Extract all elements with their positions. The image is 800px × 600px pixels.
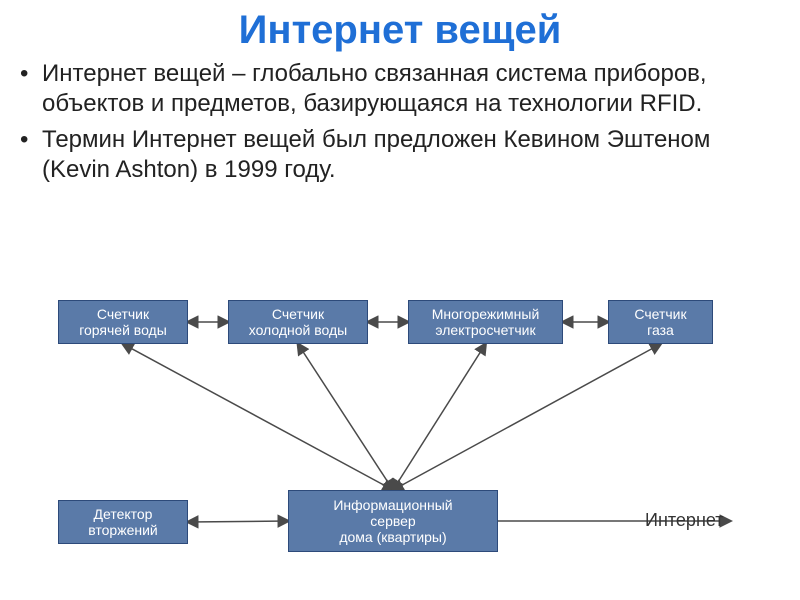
page-title: Интернет вещей: [0, 0, 800, 53]
node-cold-water-meter: Счетчикхолодной воды: [228, 300, 368, 344]
bullet-item: Термин Интернет вещей был предложен Кеви…: [42, 125, 772, 185]
node-gas-meter: Счетчикгаза: [608, 300, 713, 344]
node-intrusion-detector: Детекторвторжений: [58, 500, 188, 544]
bullet-item: Интернет вещей – глобально связанная сис…: [42, 59, 772, 119]
bullet-list: Интернет вещей – глобально связанная сис…: [0, 53, 800, 185]
node-electric-meter: Многорежимныйэлектросчетчик: [408, 300, 563, 344]
node-home-server: Информационныйсервердома (квартиры): [288, 490, 498, 552]
node-hot-water-meter: Счетчикгорячей воды: [58, 300, 188, 344]
internet-label: Интернет: [645, 510, 724, 531]
